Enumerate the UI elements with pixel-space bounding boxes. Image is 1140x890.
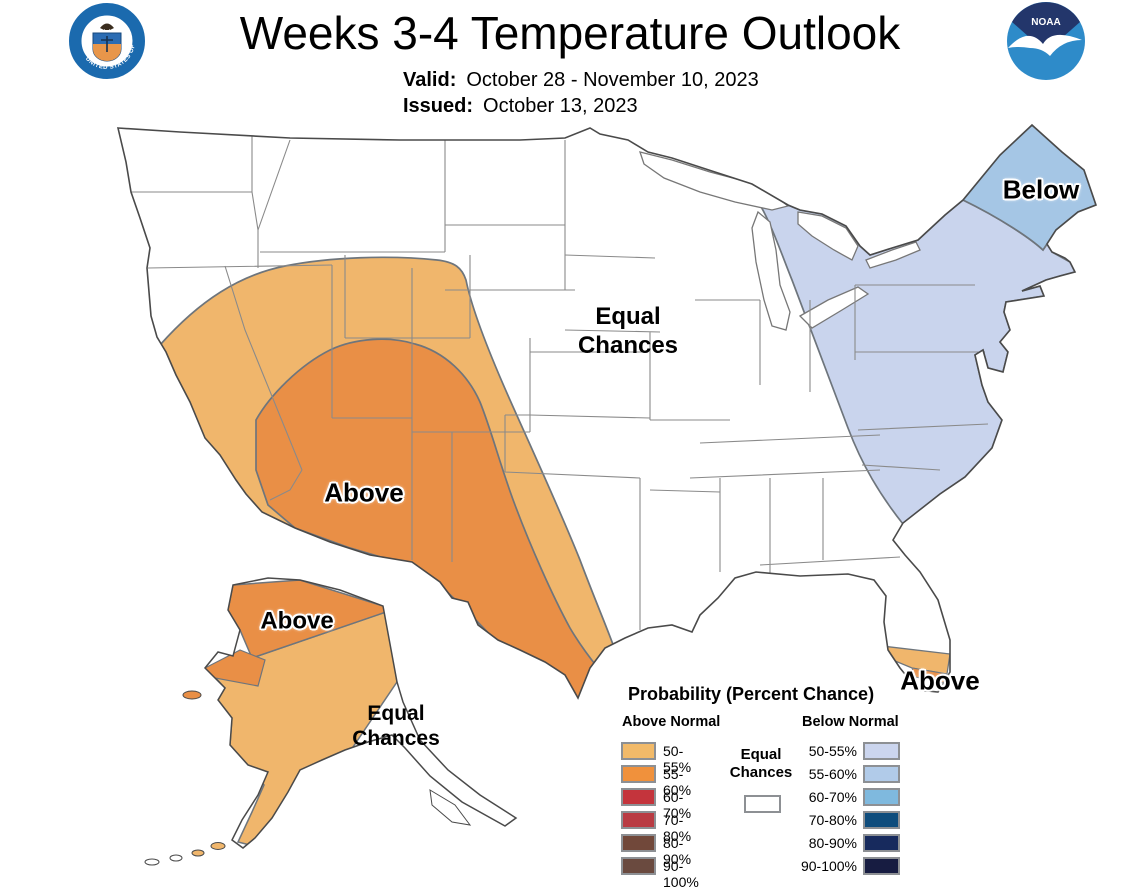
- legend-range-label: 70-80%: [663, 812, 692, 844]
- valid-label: Valid:: [403, 69, 457, 91]
- noaa-logo-top: [1012, 2, 1080, 52]
- lake-erie: [798, 286, 870, 329]
- aleutian-islands: [144, 690, 472, 866]
- legend-range-label: 80-90%: [663, 835, 692, 867]
- legend-range-label: 60-70%: [808, 789, 857, 805]
- issued-label: Issued:: [403, 95, 474, 117]
- valid-value: October 28 - November 10, 2023: [466, 69, 759, 91]
- legend-swatch-below-80: [863, 834, 900, 852]
- issued-line: Issued: October 13, 2023: [403, 95, 638, 118]
- legend-range-label: 90-100%: [800, 858, 857, 874]
- legend-range-label: 90-100%: [663, 858, 699, 890]
- legend-swatch-below-70: [863, 811, 900, 829]
- great-lakes: [639, 151, 921, 331]
- issued-value: October 13, 2023: [483, 95, 638, 117]
- noaa-logo: NOAA: [1007, 2, 1085, 80]
- label-equal-chances-conus: Equal Chances: [577, 303, 679, 359]
- legend-range-label: 50-55%: [663, 743, 692, 775]
- lake-huron: [797, 211, 859, 261]
- seal-shield-lower: [93, 44, 121, 61]
- legend-swatch-below-50: [863, 742, 900, 760]
- legend-swatch-above-70: [621, 811, 656, 829]
- legend-swatch-above-80: [621, 834, 656, 852]
- label-above-conus: Above: [324, 477, 404, 508]
- legend-swatch-above-50: [621, 742, 656, 760]
- label-above-florida: Above: [900, 665, 980, 696]
- lake-superior: [639, 151, 790, 211]
- noaa-seagull-icon: [1008, 34, 1082, 56]
- svg-text:NOAA: NOAA: [1031, 17, 1060, 28]
- legend-equal-chances: Equal Chances: [729, 746, 793, 781]
- legend-swatch-below-60: [863, 788, 900, 806]
- legend-range-label: 55-60%: [663, 766, 692, 798]
- legend-title: Probability (Percent Chance): [628, 684, 875, 704]
- state-borders: [128, 136, 989, 630]
- legend-swatch-above-60: [621, 788, 656, 806]
- page-title: Weeks 3-4 Temperature Outlook: [239, 7, 901, 59]
- legend-above-header: Above Normal: [622, 714, 721, 730]
- legend-below-header: Below Normal: [802, 714, 899, 730]
- legend: Probability (Percent Chance) Above Norma…: [605, 684, 1025, 890]
- legend-range-label: 80-90%: [808, 835, 857, 851]
- legend-swatch-above-55: [621, 765, 656, 783]
- region-above-55-southwest: [255, 338, 599, 698]
- legend-swatch-below-55: [863, 765, 900, 783]
- legend-range-label: 60-70%: [663, 789, 692, 821]
- conus-outline: [116, 123, 1098, 700]
- alaska-outline: [203, 577, 518, 849]
- valid-line: Valid: October 28 - November 10, 2023: [403, 69, 759, 92]
- lake-michigan: [751, 210, 791, 331]
- seal-eagle-icon: [100, 23, 114, 30]
- lake-ontario: [865, 241, 921, 269]
- legend-swatch-equal: [744, 795, 781, 813]
- label-equal-chances-alaska: Equal Chances: [352, 701, 440, 750]
- legend-range-label: 50-55%: [808, 743, 857, 759]
- legend-range-label: 55-60%: [808, 766, 857, 782]
- legend-swatch-below-90: [863, 857, 900, 875]
- legend-swatch-above-90: [621, 857, 656, 875]
- label-below-northeast: Below: [1002, 174, 1080, 205]
- label-above-alaska: Above: [260, 607, 334, 635]
- legend-range-label: 70-80%: [808, 812, 857, 828]
